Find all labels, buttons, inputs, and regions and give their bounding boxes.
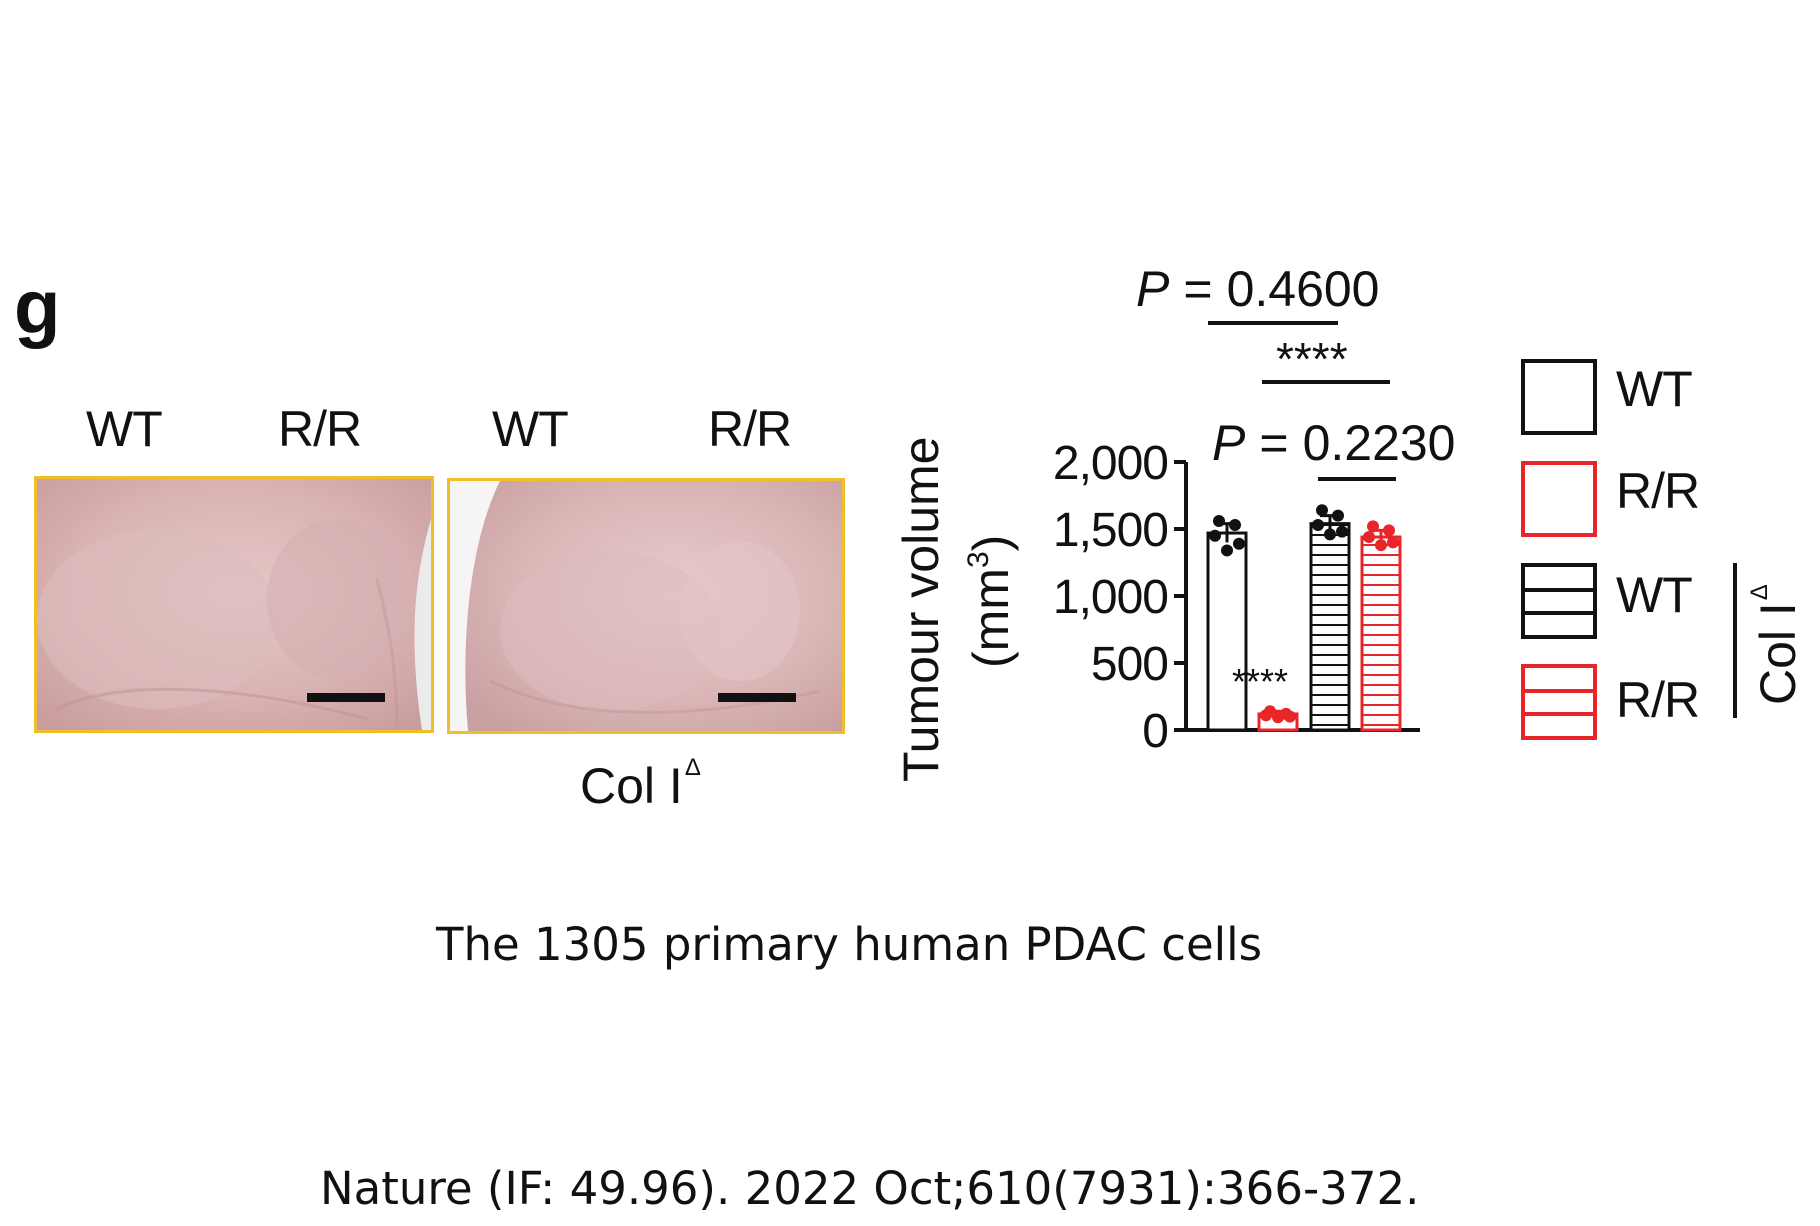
p-value-top-eq: = — [1183, 261, 1212, 317]
mouse-photo-2 — [447, 478, 845, 734]
data-point — [1229, 518, 1241, 531]
y-axis-label-close: ) — [963, 535, 1019, 552]
scale-bar-1 — [307, 693, 385, 702]
data-point — [1367, 520, 1379, 533]
y-axis-label-unit: (mm — [963, 568, 1019, 668]
legend-box-rr-coli — [1521, 664, 1597, 740]
legend-label-rr: R/R — [1616, 463, 1700, 519]
data-point — [1332, 509, 1344, 522]
data-point — [1363, 531, 1375, 544]
y-tick-label: 2,000 — [1053, 437, 1168, 490]
data-point — [1336, 525, 1348, 538]
legend-group-superscript: Δ — [1746, 584, 1773, 601]
bar — [1360, 535, 1402, 732]
p-value-mid: P = 0.2230 — [1212, 415, 1456, 471]
y-axis-label-superscript: 3 — [962, 551, 995, 568]
legend-label-wt: WT — [1616, 361, 1693, 417]
photo-1-label-wt: WT — [86, 401, 163, 457]
mouse-photo-2-image — [450, 481, 842, 731]
y-axis-label-line2: (mm3) — [962, 535, 1019, 668]
y-tick-label: 1,500 — [1053, 504, 1168, 557]
p-value-mid-p: P — [1212, 415, 1246, 471]
p-value-mid-value: 0.2230 — [1303, 415, 1456, 471]
photo-1-label-rr: R/R — [278, 401, 362, 457]
y-tick-label: 500 — [1091, 638, 1168, 691]
figure-caption: The 1305 primary human PDAC cells — [436, 918, 1263, 971]
y-tick-label: 1,000 — [1053, 571, 1168, 624]
data-point — [1260, 709, 1272, 722]
legend-group-bracket — [1733, 563, 1737, 718]
significance-stars-bracket: **** — [1276, 333, 1348, 385]
data-point — [1221, 544, 1233, 557]
p-value-mid-eq: = — [1259, 415, 1288, 471]
scale-bar-2 — [718, 693, 796, 702]
p-value-top-p: P — [1136, 261, 1170, 317]
y-tick-label: 0 — [1142, 705, 1168, 758]
legend-box-rr — [1521, 461, 1597, 537]
legend-label-rr-coli: R/R — [1616, 672, 1700, 728]
mouse-photo-1 — [34, 476, 434, 733]
photo-group-superscript: Δ — [684, 754, 701, 781]
bar — [1309, 522, 1351, 732]
p-value-top: P = 0.4600 — [1136, 261, 1380, 317]
photo-group-label: Col IΔ — [580, 754, 701, 814]
photo-2-label-wt: WT — [492, 401, 569, 457]
data-point — [1383, 524, 1395, 537]
data-point — [1209, 529, 1221, 542]
data-point — [1284, 710, 1296, 723]
photo-group-text: Col I — [580, 758, 683, 814]
legend-box-wt — [1521, 359, 1597, 435]
data-point — [1387, 536, 1399, 549]
legend-group-text: Col I — [1750, 602, 1806, 705]
legend-label-wt-coli: WT — [1616, 567, 1693, 623]
data-point — [1213, 514, 1225, 527]
data-point — [1272, 711, 1284, 724]
significance-stars-bar: **** — [1232, 661, 1288, 702]
data-point — [1324, 528, 1336, 541]
panel-letter: g — [14, 265, 61, 350]
data-point — [1316, 504, 1328, 517]
p-value-top-value: 0.4600 — [1227, 261, 1380, 317]
legend-group-label: Col IΔ — [1746, 584, 1806, 705]
citation: Nature (IF: 49.96). 2022 Oct;610(7931):3… — [320, 1162, 1420, 1215]
mouse-photo-1-image — [37, 479, 431, 730]
legend-box-wt-coli — [1521, 563, 1597, 639]
data-point — [1233, 537, 1245, 550]
data-point — [1312, 518, 1324, 531]
data-point — [1375, 539, 1387, 552]
y-axis-label-line1: Tumour volume — [893, 437, 949, 782]
photo-2-label-rr: R/R — [708, 401, 792, 457]
